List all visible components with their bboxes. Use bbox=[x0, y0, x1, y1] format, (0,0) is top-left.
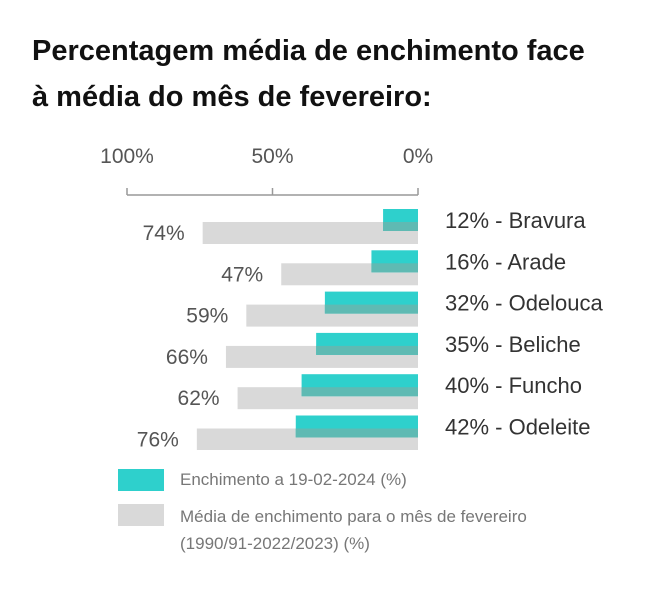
legend-item-average: Média de enchimento para o mês de fevere… bbox=[118, 503, 638, 557]
bar-overlap bbox=[301, 387, 418, 397]
x-tick-label: 50% bbox=[251, 145, 293, 168]
data-label-average: 74% bbox=[143, 222, 185, 245]
category-label: 40% - Funcho bbox=[445, 373, 582, 398]
data-label-average: 76% bbox=[137, 429, 179, 451]
chart-title-line-2: à média do mês de fevereiro: bbox=[32, 81, 432, 113]
chart-title: Percentagem média de enchimento face à m… bbox=[32, 28, 632, 120]
data-label-average: 66% bbox=[166, 346, 208, 369]
bar-overlap bbox=[324, 304, 418, 314]
data-label-average: 47% bbox=[221, 263, 263, 286]
legend-swatch-average bbox=[118, 504, 164, 526]
legend: Enchimento a 19-02-2024 (%) Média de enc… bbox=[118, 466, 638, 557]
category-label: 42% - Odeleite bbox=[445, 415, 591, 440]
legend-label-average-line-2: (1990/91-2022/2023) (%) bbox=[180, 534, 370, 553]
bar-overlap bbox=[316, 345, 418, 355]
legend-swatch-current bbox=[118, 469, 164, 491]
data-label-average: 62% bbox=[178, 387, 220, 410]
legend-label-current: Enchimento a 19-02-2024 (%) bbox=[180, 470, 407, 489]
category-label: 35% - Beliche bbox=[445, 332, 581, 357]
bar-chart: 100% 50% 0% 74% 12% - Bravura 47% 16% - Arade 5… bbox=[100, 145, 604, 451]
chart-title-line-1: Percentagem média de enchimento face bbox=[32, 35, 585, 67]
category-label: 12% - Bravura bbox=[445, 208, 586, 233]
legend-label-average-line-1: Média de enchimento para o mês de fevere… bbox=[180, 507, 527, 526]
x-tick-label: 100% bbox=[100, 145, 154, 168]
bar-average bbox=[202, 222, 418, 244]
x-tick-label: 0% bbox=[403, 145, 433, 168]
bar-overlap bbox=[371, 263, 418, 273]
legend-item-current: Enchimento a 19-02-2024 (%) bbox=[118, 466, 638, 493]
bar-overlap bbox=[383, 222, 418, 231]
bar-overlap bbox=[295, 428, 418, 438]
category-label: 32% - Odelouca bbox=[445, 291, 604, 316]
data-label-average: 59% bbox=[186, 305, 228, 328]
category-label: 16% - Arade bbox=[445, 249, 566, 274]
